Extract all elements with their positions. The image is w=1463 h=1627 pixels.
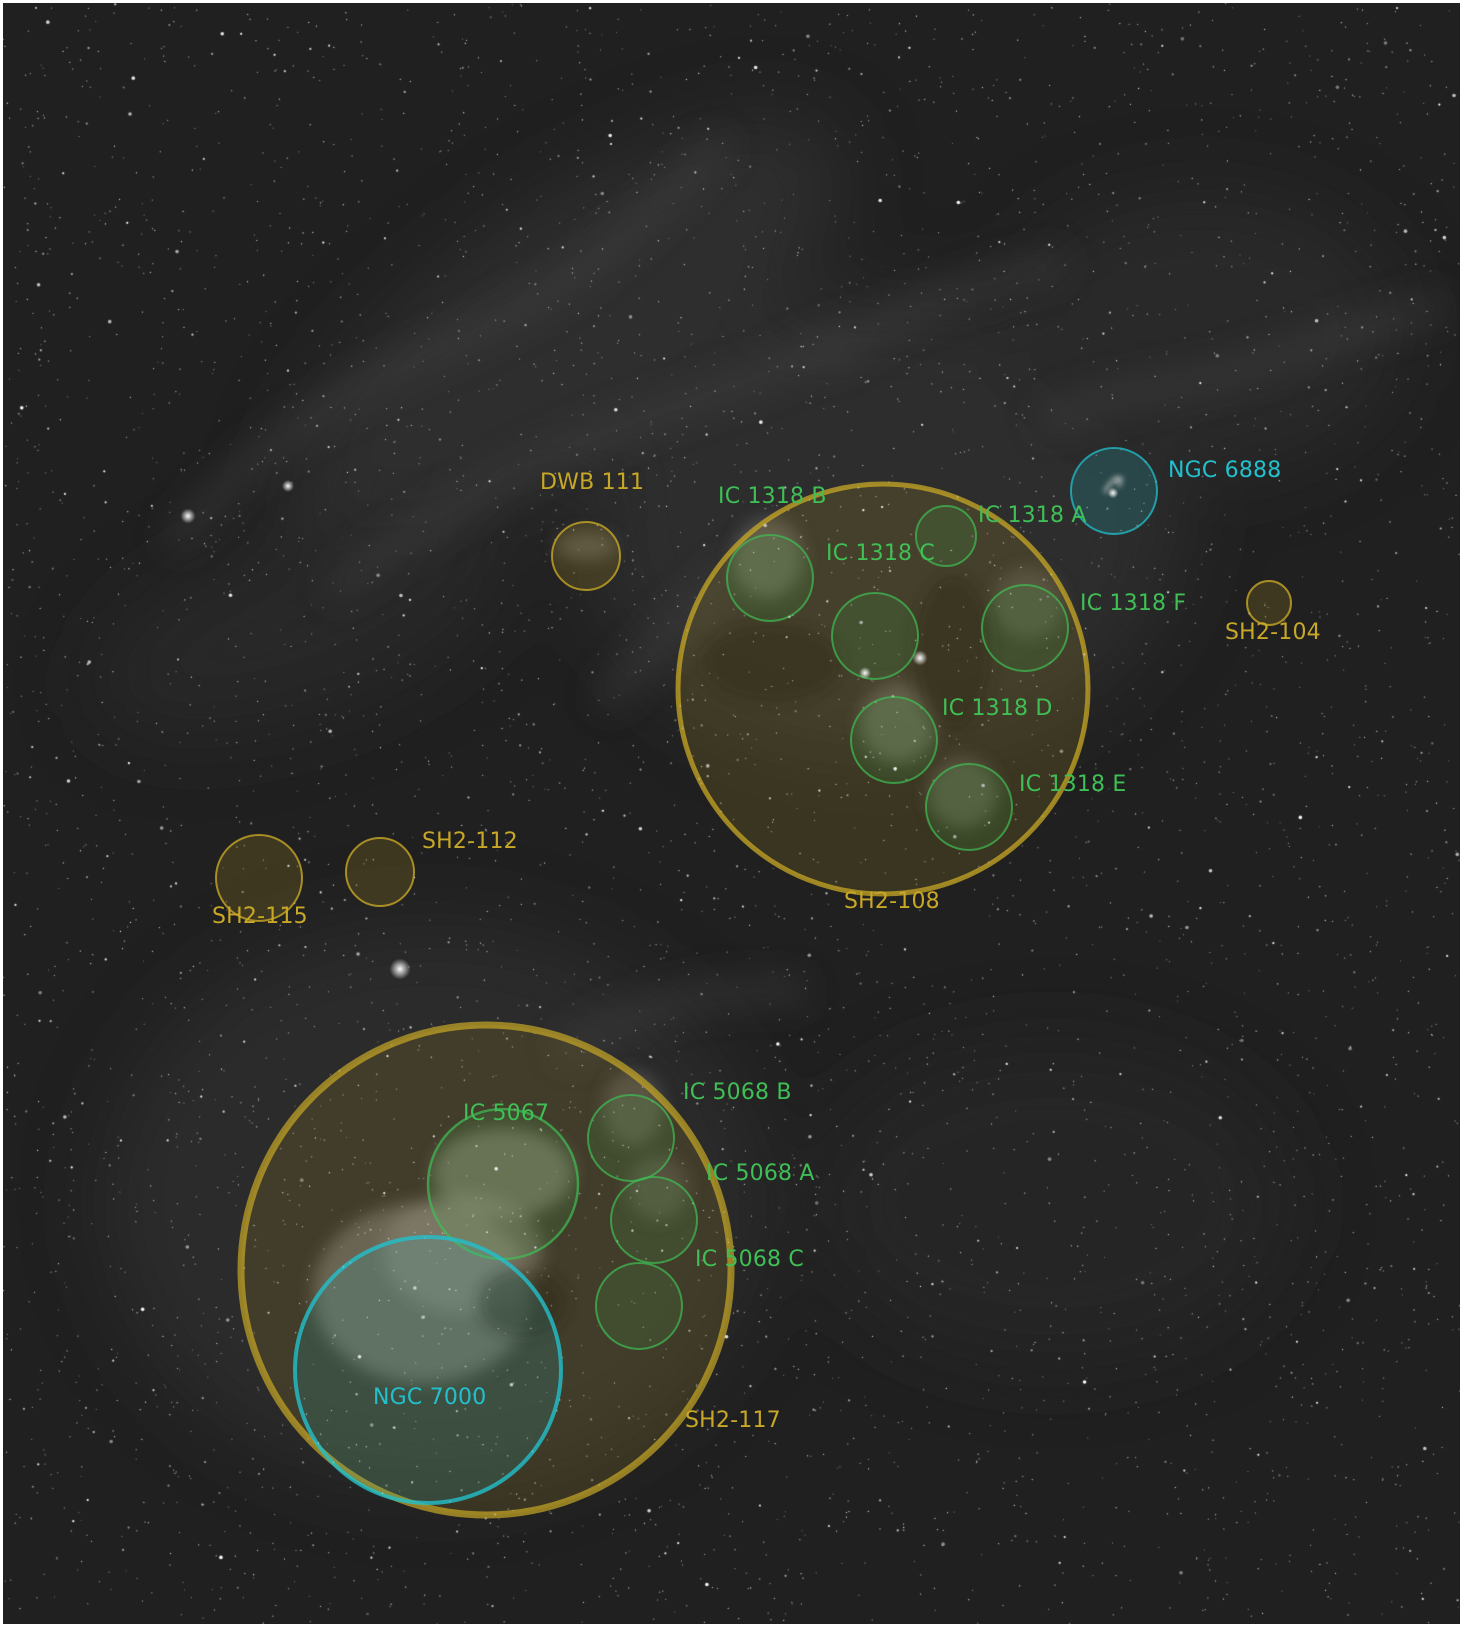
label-sh2-112: SH2-112: [422, 829, 518, 854]
label-ic-1318-b: IC 1318 B: [718, 484, 827, 509]
label-ngc-6888: NGC 6888: [1168, 458, 1282, 483]
label-ic-1318-f: IC 1318 F: [1080, 591, 1187, 616]
label-ic-1318-c: IC 1318 C: [826, 541, 935, 566]
label-ic-5068-b: IC 5068 B: [683, 1080, 792, 1105]
star-field: [3, 3, 1460, 1624]
label-ic-5068-a: IC 5068 A: [706, 1161, 815, 1186]
label-ic-5067: IC 5067: [463, 1101, 550, 1126]
label-ngc-7000: NGC 7000: [373, 1385, 487, 1410]
label-sh2-117: SH2-117: [685, 1408, 781, 1433]
label-ic-1318-e: IC 1318 E: [1019, 772, 1127, 797]
label-sh2-104: SH2-104: [1225, 620, 1321, 645]
sky-image: DWB 111 IC 1318 B IC 1318 A IC 1318 C IC…: [3, 3, 1460, 1624]
label-dwb-111: DWB 111: [540, 470, 645, 495]
label-ic-5068-c: IC 5068 C: [695, 1247, 804, 1272]
label-sh2-115: SH2-115: [212, 904, 308, 929]
label-ic-1318-d: IC 1318 D: [942, 696, 1053, 721]
label-ic-1318-a: IC 1318 A: [978, 503, 1087, 528]
label-sh2-108: SH2-108: [844, 889, 940, 914]
